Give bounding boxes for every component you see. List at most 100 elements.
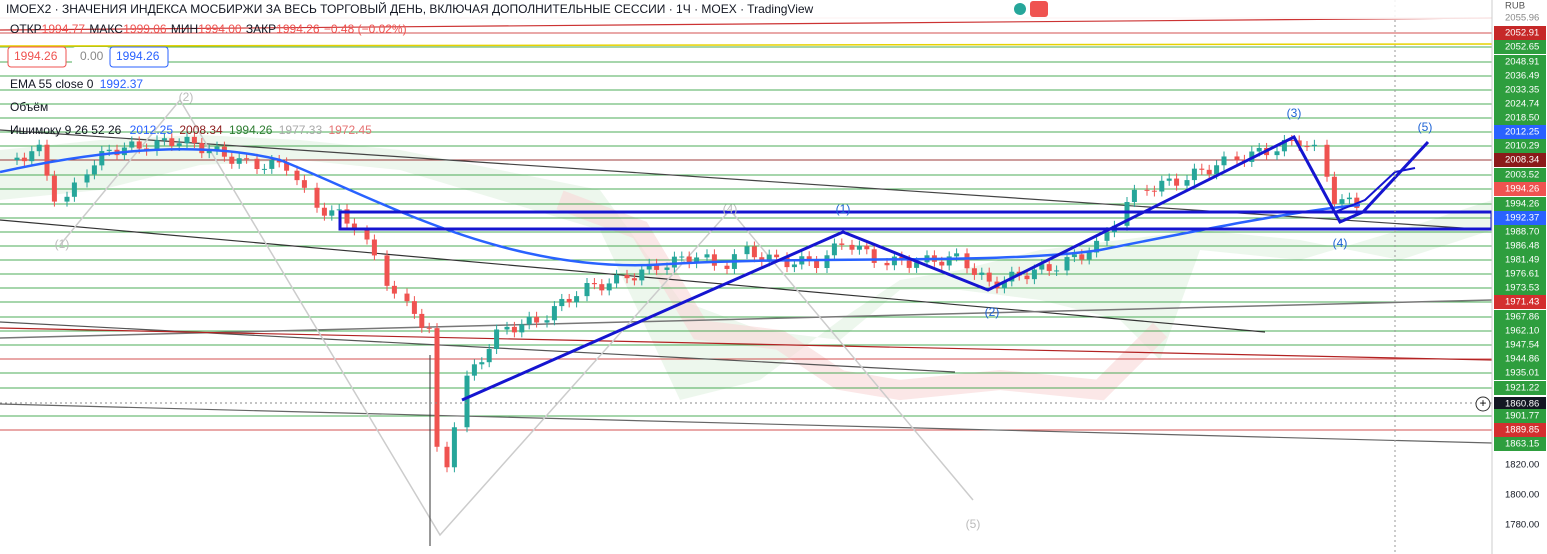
add-icon[interactable]: +	[1479, 396, 1486, 410]
candle-body	[1214, 165, 1220, 175]
candle-body	[774, 254, 780, 258]
candle-body	[724, 265, 730, 269]
candle-body	[1304, 146, 1310, 148]
candle-body	[839, 243, 845, 245]
trend-line	[0, 321, 956, 373]
candle-body	[1311, 144, 1317, 147]
price-label: 2018.50	[1505, 113, 1539, 124]
candle-body	[664, 267, 670, 270]
candle-body	[1191, 168, 1197, 181]
price-label: 1921.22	[1505, 383, 1539, 394]
candle-body	[84, 174, 90, 183]
candle-body	[751, 246, 757, 258]
wave-label: (5)	[1418, 120, 1433, 134]
candle-body	[136, 141, 142, 149]
price-button-text: 1994.26	[116, 49, 160, 63]
candle-body	[964, 253, 970, 269]
candle-body	[1024, 275, 1030, 280]
candle-body	[979, 272, 985, 275]
candle-body	[176, 143, 182, 147]
candle-body	[451, 427, 457, 468]
price-label: 2024.74	[1505, 99, 1539, 110]
candle-body	[1281, 140, 1287, 152]
candle-body	[301, 180, 307, 188]
candle-body	[384, 255, 390, 286]
add-button[interactable]	[1475, 396, 1491, 412]
candle-body	[1144, 189, 1150, 191]
trend-line	[0, 299, 1493, 339]
candle-body	[321, 207, 327, 216]
wave-label: (2)	[985, 305, 1000, 319]
price-label-bg	[1494, 352, 1546, 366]
price-button[interactable]	[7, 46, 67, 68]
candle-body	[679, 256, 685, 258]
price-label-bg	[1494, 295, 1546, 309]
candle-body	[624, 274, 630, 279]
candle-body	[584, 283, 590, 297]
candle-body	[614, 274, 620, 284]
price-label: 1981.49	[1505, 255, 1539, 266]
ohlc-value: 1999.06	[123, 22, 167, 36]
candle-body	[856, 245, 862, 250]
volume-label: Объём	[10, 100, 48, 114]
ema-name: EMA 55 close 0	[10, 77, 94, 91]
price-label: 1988.70	[1505, 227, 1539, 238]
candle-body	[914, 262, 920, 268]
ema-value: 1992.37	[100, 77, 144, 91]
wave-label: (5)	[966, 517, 981, 531]
wave-label: (3)	[1287, 106, 1302, 120]
candle-body	[791, 264, 797, 268]
candle-body	[486, 349, 492, 363]
price-label-bg	[1494, 324, 1546, 338]
candle-body	[434, 328, 440, 447]
candle-body	[284, 162, 290, 171]
candle-body	[814, 261, 820, 268]
price-label: 2055.96	[1505, 13, 1539, 24]
candle-body	[351, 223, 357, 231]
candle-body	[184, 136, 190, 144]
candle-body	[534, 316, 540, 323]
candle-body	[206, 149, 212, 154]
candle-body	[1104, 232, 1110, 241]
price-label-bg	[1494, 83, 1546, 97]
candle-body	[1131, 189, 1137, 203]
candle-body	[1174, 178, 1180, 186]
price-label-bg	[1494, 310, 1546, 324]
ohlc-label: ЗАКР	[246, 22, 276, 36]
candle-body	[1234, 156, 1240, 160]
price-label-bg	[1494, 168, 1546, 182]
status-dot	[1014, 3, 1026, 15]
ohlc-label: МАКС	[89, 22, 123, 36]
price-label: 1992.37	[1505, 213, 1539, 224]
price-label: 1962.10	[1505, 326, 1539, 337]
candle-body	[864, 245, 870, 250]
candle-body	[1221, 156, 1227, 166]
candle-body	[566, 298, 572, 303]
candle-body	[1346, 197, 1352, 200]
price-label: 1971.43	[1505, 297, 1539, 308]
price-button[interactable]	[109, 46, 169, 68]
price-button-text: 1994.26	[14, 49, 58, 63]
price-button[interactable]	[72, 47, 110, 67]
candle-body	[654, 263, 660, 270]
candle-body	[364, 230, 370, 240]
ichimoku-value: 2008.34	[179, 123, 223, 137]
candle-body	[479, 362, 485, 365]
ohlc-value: 1994.77	[42, 22, 86, 36]
candle-body	[1184, 180, 1190, 186]
candle-body	[744, 246, 750, 255]
candle-body	[591, 283, 597, 285]
candle-body	[1289, 140, 1295, 142]
price-label-bg	[1494, 111, 1546, 125]
candle-body	[1071, 254, 1077, 258]
price-label-bg	[1494, 239, 1546, 253]
price-label-bg	[1494, 97, 1546, 111]
candle-body	[1124, 202, 1130, 226]
candle-body	[559, 298, 565, 307]
price-label-bg	[1494, 182, 1546, 196]
price-label: 1820.00	[1505, 460, 1539, 471]
candle-body	[766, 254, 772, 262]
candle-body	[1079, 254, 1085, 260]
